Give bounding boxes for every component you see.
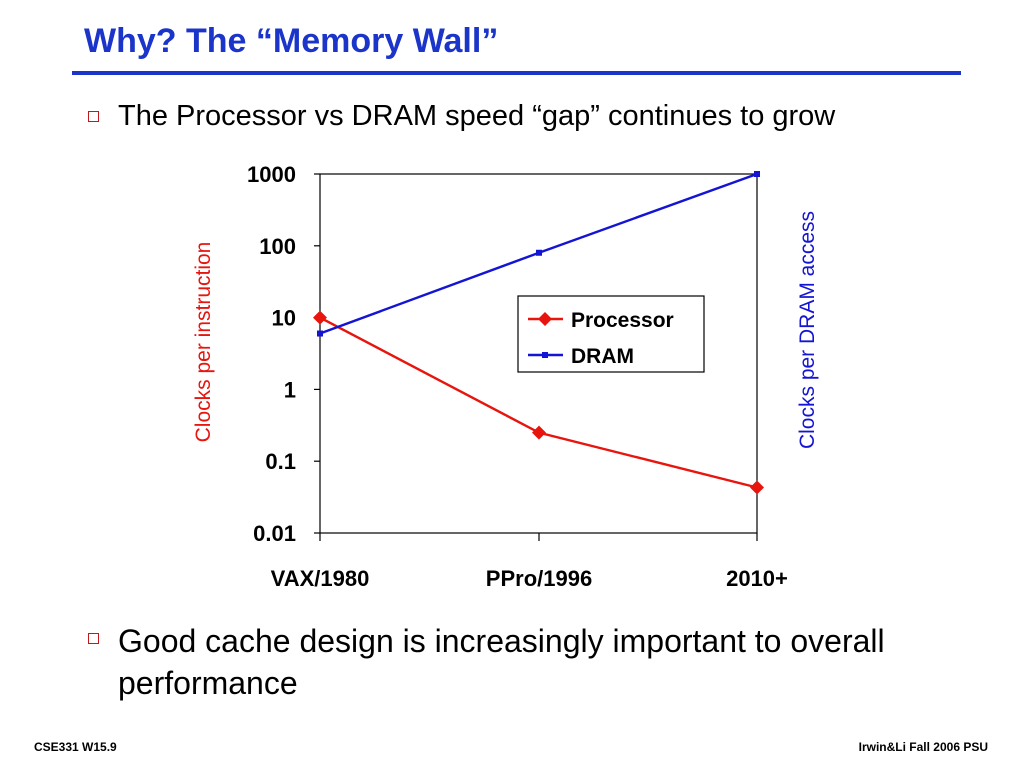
- data-point-dram: [317, 330, 323, 337]
- data-point-dram: [536, 249, 542, 256]
- data-point-processor: [313, 310, 327, 325]
- legend-box: [517, 295, 705, 373]
- footer-credit: Irwin&Li Fall 2006 PSU: [858, 740, 988, 754]
- bullet-text: The Processor vs DRAM speed “gap” contin…: [118, 100, 836, 132]
- data-point-processor: [532, 425, 546, 440]
- slide-title: Why? The “Memory Wall”: [84, 22, 499, 60]
- data-point-processor: [750, 480, 764, 495]
- y-tick-label: 1: [284, 377, 296, 402]
- data-point-dram: [754, 171, 760, 177]
- y-tick-label: 100: [259, 234, 296, 259]
- y-tick-label: 1000: [247, 162, 296, 187]
- square-bullet-icon: [88, 633, 99, 644]
- legend-label: Processor: [571, 309, 674, 332]
- y-tick-label: 0.1: [265, 449, 296, 474]
- x-tick-label: 2010+: [726, 566, 788, 591]
- chart-legend: Processor DRAM: [517, 295, 705, 373]
- title-underline: [72, 71, 961, 75]
- footer-course-label: CSE331 W15.9: [34, 740, 117, 754]
- legend-marker-square: [542, 352, 548, 358]
- x-tick-label: PPro/1996: [486, 566, 592, 591]
- x-tick-label: VAX/1980: [271, 566, 370, 591]
- square-bullet-icon: [88, 111, 99, 122]
- y-tick-label: 0.01: [253, 521, 296, 546]
- y-tick-label: 10: [272, 306, 296, 331]
- chart-ticks: 1000 100 10 1 0.1 0.01 VAX/1980 PPro/1996 2010+: [247, 162, 788, 591]
- y-axis-label-right: Clocks per DRAM access: [796, 211, 819, 449]
- y-axis-label-left: Clocks per instruction: [192, 242, 215, 443]
- legend-label: DRAM: [571, 345, 634, 368]
- legend-marker-diamond: [538, 312, 552, 326]
- chart-series: [313, 171, 764, 495]
- bullet-text: Good cache design is increasingly import…: [118, 623, 885, 701]
